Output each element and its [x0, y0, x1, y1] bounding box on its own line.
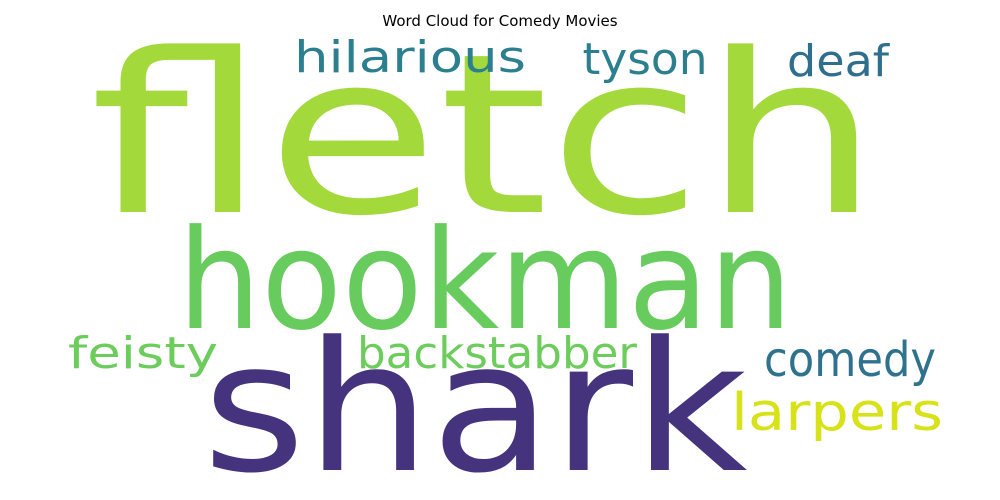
- chart-title: Word Cloud for Comedy Movies: [382, 12, 617, 30]
- word-shark: shark: [203, 304, 748, 500]
- word-tyson: tyson: [583, 34, 708, 85]
- word-deaf: deaf: [787, 36, 891, 87]
- word-fletch: fletch: [90, 7, 880, 265]
- word-hilarious: hilarious: [294, 32, 526, 83]
- word-comedy: comedy: [764, 332, 936, 388]
- word-larpers: larpers: [731, 383, 943, 443]
- word-hookman: hookman: [178, 200, 793, 361]
- word-backstabber: backstabber: [357, 328, 638, 379]
- word-feisty: feisty: [68, 328, 218, 379]
